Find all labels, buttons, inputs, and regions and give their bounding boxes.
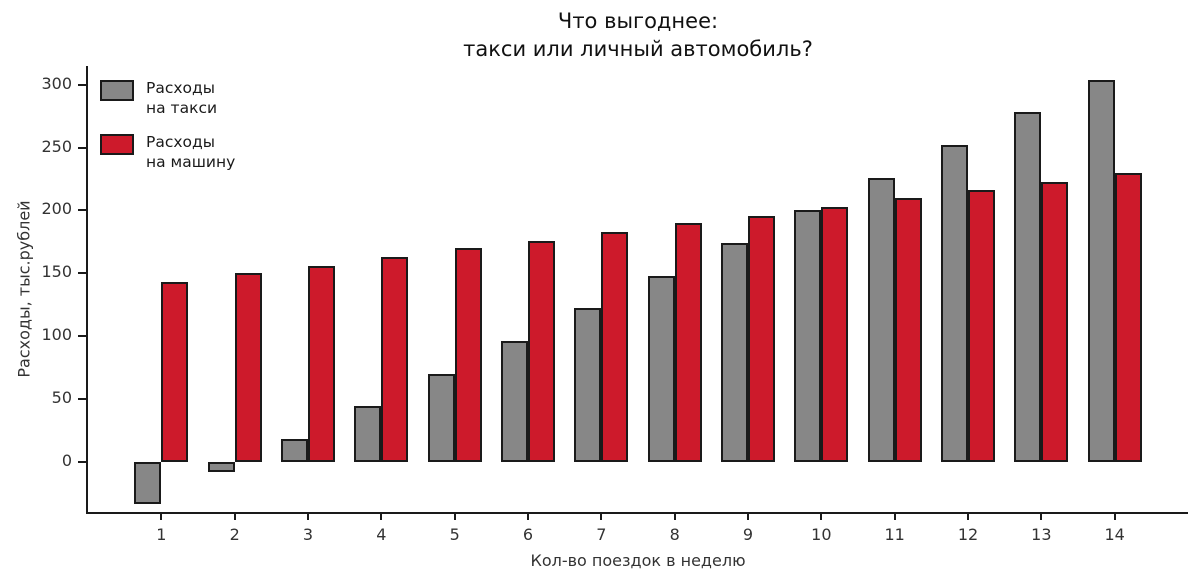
bar-series1-x2: [207, 461, 235, 472]
bar-series2-x3: [308, 265, 335, 462]
x-tick-label: 4: [376, 525, 387, 544]
x-tick-mark: [893, 512, 896, 520]
bar-series1-x10: [794, 210, 822, 462]
x-tick-mark: [673, 512, 676, 520]
bar-series1-x4: [354, 406, 382, 462]
x-tick-mark: [160, 512, 163, 520]
bar-series2-x1: [161, 282, 189, 462]
y-axis-spine: [86, 66, 88, 514]
y-tick-mark: [78, 272, 86, 275]
x-tick-mark: [600, 512, 603, 520]
legend-swatch-icon: [100, 80, 134, 101]
y-tick-mark: [78, 83, 86, 86]
bar-series2-x10: [821, 206, 849, 462]
y-tick-label: 250: [41, 136, 72, 156]
y-tick-mark: [78, 397, 86, 400]
bar-series2-x9: [748, 215, 775, 462]
bar-series2-x2: [234, 273, 262, 462]
x-tick-label: 2: [229, 525, 240, 544]
bar-series1-x1: [134, 461, 162, 505]
x-axis-label: Кол-во поездок в неделю: [530, 551, 746, 570]
y-tick-label: 200: [41, 199, 72, 219]
y-tick-label: 300: [41, 73, 72, 93]
y-tick-mark: [78, 209, 86, 212]
x-tick-label: 11: [884, 525, 905, 544]
chart-title-line-2: такси или личный автомобиль?: [463, 37, 813, 62]
bar-series2-x6: [528, 240, 555, 462]
bar-series1-x12: [941, 145, 968, 462]
bar-series2-x4: [381, 256, 409, 462]
legend-item-series1: Расходы на такси: [100, 78, 235, 118]
bar-series2-x12: [968, 190, 995, 462]
legend-swatch-icon: [100, 134, 134, 156]
bar-series2-x11: [894, 197, 922, 462]
y-tick-mark: [78, 335, 86, 338]
legend-label: Расходы на такси: [146, 79, 218, 118]
bar-series1-x9: [721, 243, 748, 462]
bar-series2-x13: [1041, 181, 1069, 462]
x-tick-mark: [1113, 512, 1116, 520]
x-tick-label: 1: [156, 525, 167, 544]
x-tick-label: 10: [811, 525, 832, 544]
x-tick-label: 7: [596, 525, 607, 544]
bar-series1-x6: [501, 341, 528, 462]
y-tick-label: 100: [41, 325, 72, 345]
y-tick-label: 0: [61, 450, 72, 470]
y-tick-mark: [78, 146, 86, 149]
x-tick-label: 6: [522, 525, 534, 544]
bar-series1-x8: [647, 275, 675, 462]
x-tick-mark: [527, 512, 529, 520]
x-tick-label: 3: [302, 525, 314, 544]
x-tick-mark: [1040, 512, 1043, 520]
chart-title-line-1: Что выгоднее:: [557, 9, 719, 33]
bar-series2-x7: [601, 231, 629, 462]
x-tick-label: 5: [449, 525, 460, 544]
bar-series1-x14: [1087, 79, 1115, 462]
bar-series2-x14: [1114, 172, 1142, 462]
bar-series1-x7: [574, 308, 602, 462]
legend-label: Расходы на машину: [146, 133, 236, 172]
y-tick-label: 150: [41, 262, 72, 282]
x-tick-mark: [453, 512, 456, 520]
x-tick-label: 14: [1104, 525, 1125, 544]
x-axis-spine: [86, 512, 1188, 514]
chart-title: Что выгоднее: такси или личный автомобил…: [88, 7, 1188, 64]
y-tick-label: 50: [51, 387, 72, 407]
bar-series2-x5: [454, 248, 482, 462]
x-tick-mark: [307, 512, 309, 520]
x-tick-label: 13: [1031, 525, 1052, 544]
x-tick-mark: [380, 512, 383, 520]
x-tick-label: 9: [742, 525, 754, 544]
x-tick-mark: [967, 512, 969, 520]
bar-series1-x3: [281, 439, 308, 462]
x-tick-label: 8: [669, 525, 680, 544]
legend-item-series2: Расходы на машину: [100, 132, 235, 172]
bar-series1-x11: [867, 177, 895, 462]
y-axis-label: Расходы, тыс.рублей: [14, 200, 34, 378]
x-tick-mark: [820, 512, 823, 520]
bar-series1-x5: [427, 373, 455, 462]
y-tick-mark: [78, 460, 86, 463]
legend: Расходы на такси Расходы на машину: [100, 78, 235, 187]
x-tick-label: 12: [957, 525, 979, 544]
bar-series1-x13: [1014, 112, 1042, 462]
x-tick-mark: [747, 512, 749, 520]
bar-series2-x8: [674, 223, 702, 462]
x-tick-mark: [233, 512, 236, 520]
plot-area: Расходы на такси Расходы на машину 0 50 100 15…: [41, 66, 1188, 544]
